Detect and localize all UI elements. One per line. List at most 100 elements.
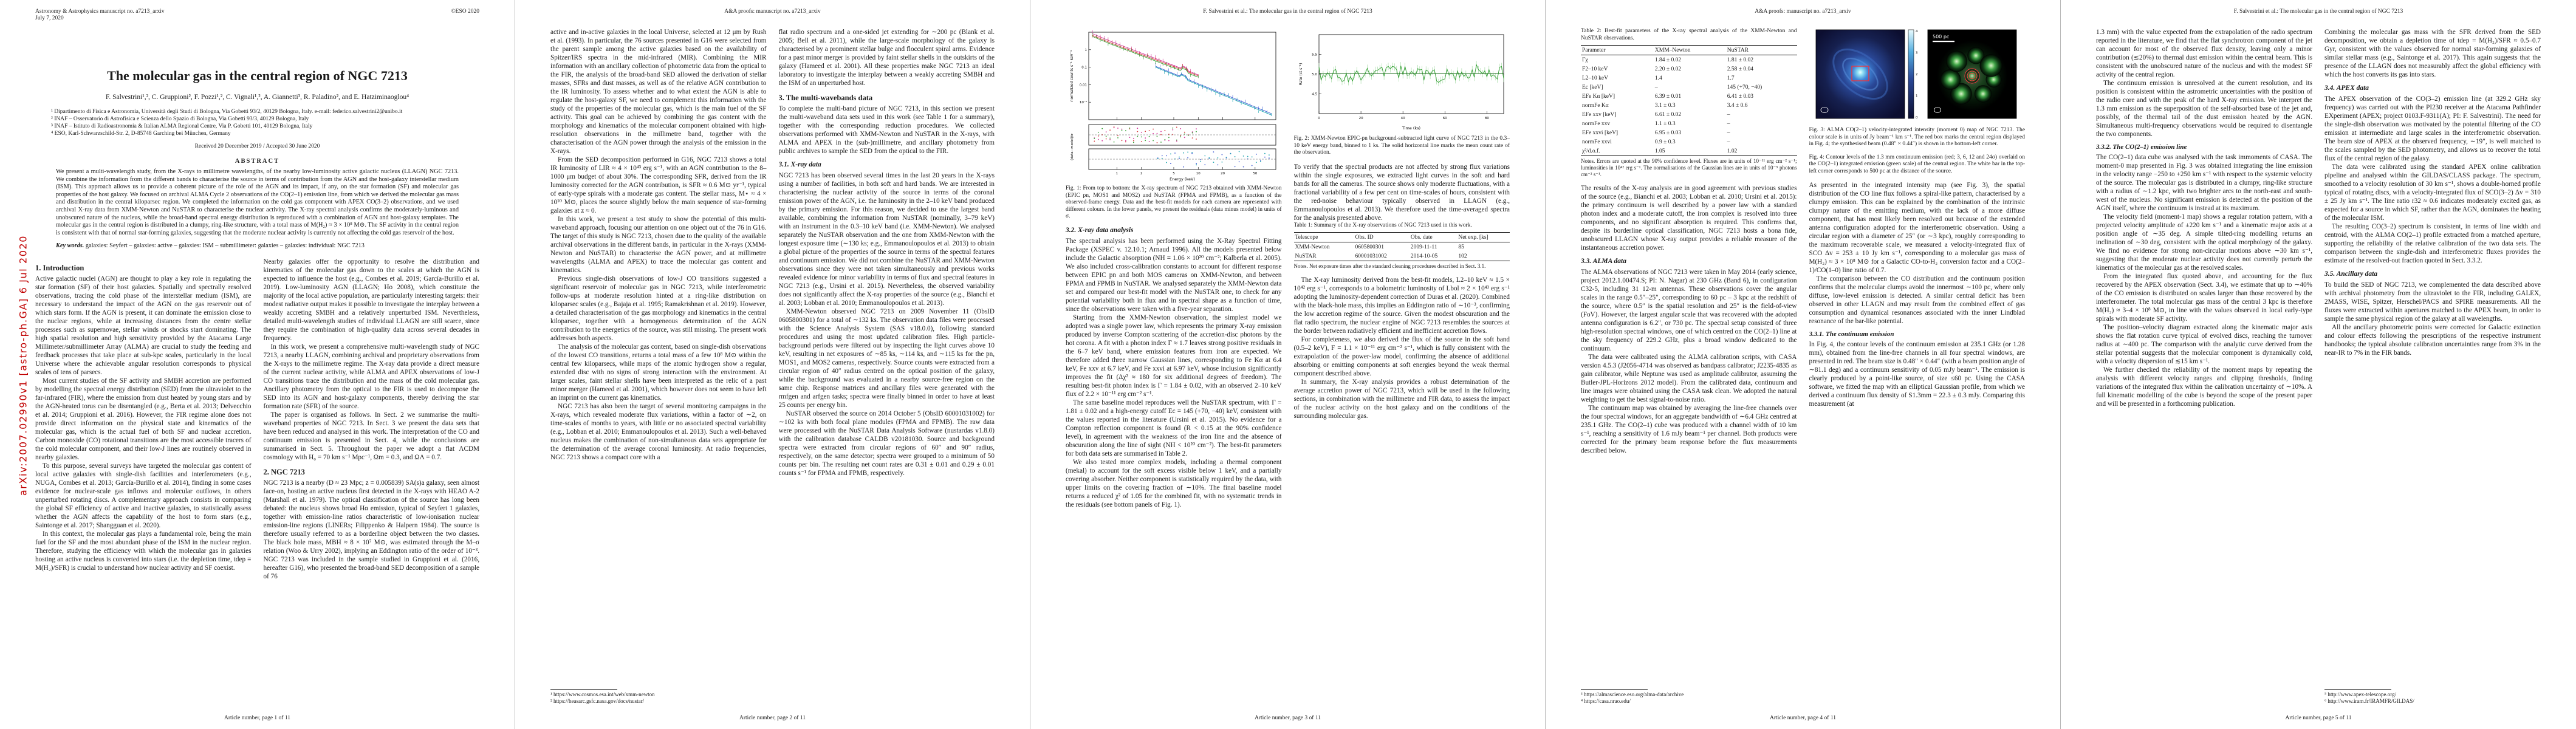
body-paragraph: In this work, we present a test study to…	[550, 216, 767, 274]
table-header-row: Parameter XMM–Newton NuSTAR	[1581, 45, 1797, 55]
table-cell: EFe xxv [keV]	[1582, 111, 1617, 118]
table-head: Parameter XMM–Newton NuSTAR	[1581, 45, 1797, 55]
body-paragraph: For completeness, we also derived the fl…	[1293, 336, 1510, 377]
svg-text:1: 1	[1115, 172, 1118, 176]
figure-caption: Fig. 2: XMM-Newton EPIC-pn background-su…	[1293, 135, 1510, 156]
body-paragraph: The continuum emission is unresolved at …	[2096, 80, 2312, 138]
affiliation: ² INAF – Osservatorio di Astrofisica e S…	[51, 116, 309, 122]
section-heading: 2. NGC 7213	[263, 467, 305, 476]
svg-text:60: 60	[1443, 117, 1447, 120]
table-header-cell: Parameter	[1581, 45, 1654, 55]
running-header: F. Salvestrini et al.: The molecular gas…	[2233, 9, 2403, 15]
svg-text:0.1: 0.1	[1081, 66, 1087, 70]
section-heading: 1. Introduction	[35, 263, 84, 272]
body-paragraph: NGC 7213 has been observed several times…	[778, 172, 995, 307]
table-cell: 2.58 ± 0.04	[1727, 66, 1754, 72]
svg-text:3: 3	[1916, 52, 1918, 55]
affiliation: ⁴ ESO, Karl-Schwarzschild-Str. 2, D-8574…	[51, 131, 231, 137]
table-cell: –	[1727, 139, 1730, 145]
body-paragraph: To this purpose, several surveys have ta…	[35, 462, 252, 529]
body-paragraph: XMM-Newton observed NGC 7213 on 2009 Nov…	[778, 308, 995, 409]
svg-text:0: 0	[1318, 117, 1321, 120]
body-paragraph: We also tested more complex models, incl…	[1066, 458, 1282, 508]
running-header: A&A proofs: manuscript no. a7213_arxiv	[1755, 9, 1851, 15]
table-cell: 0.9 ± 0.3	[1654, 139, 1676, 145]
keywords-line: Key words. galaxies: Seyfert – galaxies:…	[35, 242, 479, 250]
table-cell: F2–10 keV	[1582, 66, 1608, 72]
table-cell: 1.1 ± 0.3	[1654, 120, 1676, 127]
journal-line: Astronomy & Astrophysics manuscript no. …	[35, 9, 165, 15]
body-paragraph: The analysis of the molecular gas conten…	[550, 343, 767, 402]
svg-text:5.5: 5.5	[1312, 53, 1318, 57]
page-footer: Article number, page 3 of 11	[1254, 715, 1321, 721]
table-cell: –	[1654, 84, 1658, 91]
footnote-rule	[550, 689, 617, 690]
body-paragraph: The comparison between the CO distributi…	[1809, 275, 2026, 325]
section-heading: 3.3. ALMA data	[1581, 258, 1626, 265]
table-row: F2–10 keV 2.20 ± 0.02 2.58 ± 0.04	[1581, 64, 1797, 74]
page-footer: Article number, page 5 of 11	[2285, 715, 2352, 721]
table-header-row: Telescope Obs. ID Obs. date Net exp. [ks]	[1293, 232, 1510, 242]
svg-text:Time (ks): Time (ks)	[1402, 126, 1420, 131]
column-1: 1. Introduction Active galactic nuclei (A…	[35, 258, 252, 703]
body-paragraph: The continuum map was obtained by averag…	[1581, 405, 1797, 454]
affiliations: ¹ Dipartimento di Fisica e Astronomia, U…	[35, 108, 479, 137]
body-paragraph: Nearby galaxies offer the opportunity to…	[263, 258, 480, 342]
body-paragraph: From the integrated flux quoted above, a…	[2096, 273, 2312, 323]
body-paragraph: The same baseline model reproduces well …	[1066, 399, 1282, 457]
table-row: normFe Kα 3.1 ± 0.3 3.4 ± 0.6	[1581, 101, 1797, 110]
table-t2: Parameter XMM–Newton NuSTAR Γχ 1.84 ± 0.02 1.…	[1581, 45, 1797, 156]
table-notes: Notes. Net exposure times after the stan…	[1293, 263, 1486, 269]
table-header-cell: XMM–Newton	[1653, 45, 1726, 55]
table-cell: 1.7	[1727, 75, 1735, 81]
table-cell: EFe xxvi [keV]	[1582, 129, 1619, 136]
body-paragraph: The APEX observation of the CO(3–2) emis…	[2324, 95, 2541, 162]
table-t1: Telescope Obs. ID Obs. date Net exp. [ks] XM…	[1293, 232, 1510, 261]
table-cell: EFe Kα [keV]	[1582, 93, 1615, 100]
table-row: L2–10 keV 1.4 1.7	[1581, 74, 1797, 83]
columns: Table 2: Best-fit parameters of the X-ra…	[1581, 28, 2025, 705]
table-cell: normFe Kα	[1582, 102, 1609, 109]
section-heading: 3.3.2. The CO(2–1) emission line	[2096, 143, 2187, 151]
table-caption: Table 1: Summary of the X-ray observatio…	[1293, 222, 1472, 228]
svg-text:20: 20	[1221, 172, 1225, 176]
table-cell: 1.02	[1727, 148, 1738, 154]
table-header-cell: Obs. date	[1409, 232, 1458, 242]
page-1: Astronomy & Astrophysics manuscript no. …	[0, 0, 515, 729]
svg-text:1: 1	[1084, 49, 1087, 52]
footnotes: ¹ https://www.cosmos.esa.int/web/xmm-new…	[550, 687, 767, 705]
table-row: NuSTAR 60001031002 2014-10-05 102	[1294, 252, 1510, 261]
body-paragraph: Previous single-dish observations of low…	[550, 275, 767, 342]
body-paragraph: NGC 7213 is a nearby (D ≈ 23 Mpc; z = 0.…	[263, 479, 480, 580]
figure-fig4: 500 pc	[1927, 29, 2019, 125]
column-2: flat radio spectrum and a one-sided jet …	[779, 28, 995, 705]
body-paragraph: The data were calibrated using the ALMA …	[1581, 354, 1797, 403]
body-paragraph: Most current studies of the SF activity …	[35, 377, 252, 461]
figure-caption: Fig. 3: ALMA CO(2–1) velocity-integrated…	[1809, 127, 2026, 147]
table-cell: 1.4	[1654, 75, 1662, 81]
column-2: Combining the molecular gas mass with th…	[2324, 28, 2541, 705]
table-row: normFe xxvi 0.9 ± 0.3 –	[1581, 137, 1797, 146]
table-cell: 102	[1458, 253, 1467, 259]
received-line: Received 20 December 2019 / Accepted 30 …	[194, 143, 320, 149]
table-header-cell: Obs. ID	[1354, 232, 1410, 242]
body-paragraph: Combining the molecular gas mass with th…	[2324, 29, 2541, 78]
body-paragraph: NGC 7213 has also been the target of sev…	[550, 403, 767, 461]
page-4: A&A proofs: manuscript no. a7213_arxiv Ar…	[1546, 0, 2061, 729]
table-cell: 145 (+70, −40)	[1727, 84, 1762, 91]
table-cell: 1.84 ± 0.02	[1654, 56, 1682, 63]
svg-text:2: 2	[1140, 172, 1143, 176]
table-cell: 6.39 ± 0.01	[1654, 93, 1682, 100]
svg-text:Rate (ct s⁻¹): Rate (ct s⁻¹)	[1299, 63, 1303, 86]
svg-text:0: 0	[1916, 116, 1918, 120]
table-cell: 85	[1458, 244, 1464, 250]
authors-line: F. Salvestrini¹,², C. Gruppioni², F. Poz…	[105, 94, 409, 101]
body-paragraph: In Fig. 4, the contour levels of the con…	[1809, 341, 2026, 408]
body-paragraph: The data were calibrated using the stand…	[2324, 163, 2541, 222]
columns: 1.3 mm) with the value expected from the…	[2096, 28, 2541, 705]
svg-text:500 pc: 500 pc	[1933, 34, 1949, 39]
table-header-cell: Telescope	[1293, 232, 1354, 242]
figure-fig2: 5.5 5.0 4.5 0 20 40 60 80 Rate (ct s⁻¹) Time (ks)	[1294, 29, 1510, 133]
table-row: Ec [keV] – 145 (+70, −40)	[1581, 83, 1797, 92]
table-row: EFe Kα [keV] 6.39 ± 0.01 6.41 ± 0.03	[1581, 92, 1797, 101]
